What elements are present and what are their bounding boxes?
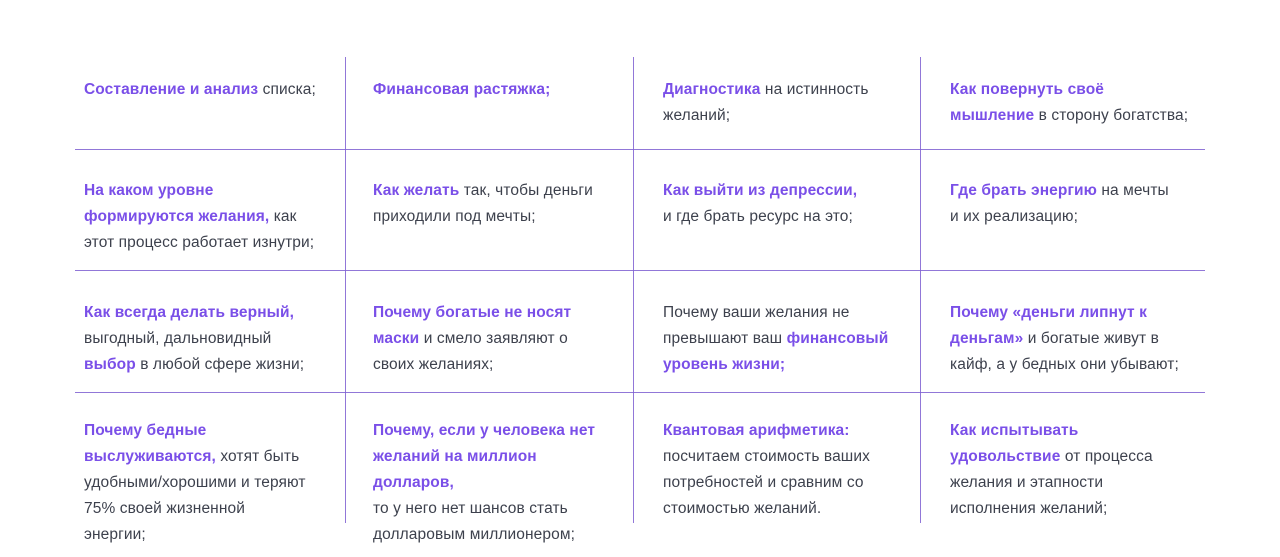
plain-text: списка; [258, 81, 316, 98]
grid-cell: Почему «деньги липнут к деньгам» и богат… [920, 270, 1205, 392]
grid-cell: Почему бедные выслуживаются, хотят быть … [75, 392, 345, 557]
plain-text: Почему ваши желания не превышают ваш [663, 304, 850, 347]
accent-text: Финансовая растяжка; [373, 81, 551, 98]
plain-text: то у него нет шансов стать долларовым ми… [373, 500, 575, 543]
accent-text: финансовый уровень жизни; [663, 330, 889, 373]
accent-text: Где брать энергию [950, 182, 1097, 199]
plain-text: так, чтобы деньги приходили под мечты; [373, 182, 593, 225]
accent-text: Почему бедные выслуживаются, [84, 422, 216, 465]
grid-cell: Составление и анализ списка; [75, 57, 345, 149]
plain-text: посчитаем стоимость ваших потребностей и… [663, 448, 870, 517]
plain-text: в любой сфере жизни; [135, 356, 305, 373]
grid-cell: Почему, если у человека нет желаний на м… [345, 392, 633, 557]
plain-text: выгодный, дальновидный [84, 330, 272, 347]
plain-text: и богатые живут в кайф, а у бедных они у… [950, 330, 1179, 373]
plain-text: на истинность желаний; [663, 81, 869, 124]
grid-cell: Финансовая растяжка; [345, 57, 633, 149]
plain-text: на мечты и их реализацию; [950, 182, 1169, 225]
grid-cell: Как повернуть своё мышление в сторону бо… [920, 57, 1205, 149]
accent-text: Почему богатые не носят маски [373, 304, 572, 347]
plain-text: и где брать ресурс на это; [663, 208, 853, 225]
plain-text: от процесса желания и этапности исполнен… [950, 448, 1153, 517]
grid-divider-horizontal-2 [75, 270, 1205, 271]
accent-text: Как желать [373, 182, 460, 199]
accent-text: На каком уровне формируются желания, [84, 182, 270, 225]
grid-cell: Как выйти из депрессии, и где брать ресу… [633, 149, 920, 270]
grid-divider-vertical-1 [345, 57, 346, 523]
grid-divider-vertical-3 [920, 57, 921, 523]
grid-cell: Как испытывать удовольствие от процесса … [920, 392, 1205, 557]
accent-text: Как испытывать удовольствие [950, 422, 1079, 465]
grid-divider-horizontal-1 [75, 149, 1205, 150]
grid-cell: Почему ваши желания не превышают ваш фин… [633, 270, 920, 392]
accent-text: Как всегда делать верный, [84, 304, 295, 321]
grid-cell: Как всегда делать верный, выгодный, даль… [75, 270, 345, 392]
accent-text: Квантовая арифметика: [663, 422, 850, 439]
accent-text: Как выйти из депрессии, [663, 182, 858, 199]
accent-text: выбор [84, 356, 136, 373]
grid-cell: Где брать энергию на мечты и их реализац… [920, 149, 1205, 270]
plain-text: как этот процесс работает изнутри; [84, 208, 315, 251]
grid-cell: Почему богатые не носят маски и смело за… [345, 270, 633, 392]
plain-text: хотят быть удобными/хорошими и теряют 75… [84, 448, 306, 543]
accent-text: Диагностика [663, 81, 761, 98]
plain-text: в сторону богатства; [1034, 107, 1189, 124]
accent-text: Как повернуть своё мышление [950, 81, 1105, 124]
program-grid: Составление и анализ списка; Финансовая … [75, 57, 1205, 557]
grid-divider-vertical-2 [633, 57, 634, 523]
accent-text: Почему, если у человека нет желаний на м… [373, 422, 596, 491]
grid-divider-horizontal-3 [75, 392, 1205, 393]
grid-cell: Диагностика на истинность желаний; [633, 57, 920, 149]
grid-cell: Квантовая арифметика: посчитаем стоимост… [633, 392, 920, 557]
accent-text: Составление и анализ [84, 81, 259, 98]
plain-text: и смело заявляют о своих желаниях; [373, 330, 568, 373]
accent-text: Почему «деньги липнут к деньгам» [950, 304, 1147, 347]
grid-cell: На каком уровне формируются желания, как… [75, 149, 345, 270]
grid-cell: Как желать так, чтобы деньги приходили п… [345, 149, 633, 270]
